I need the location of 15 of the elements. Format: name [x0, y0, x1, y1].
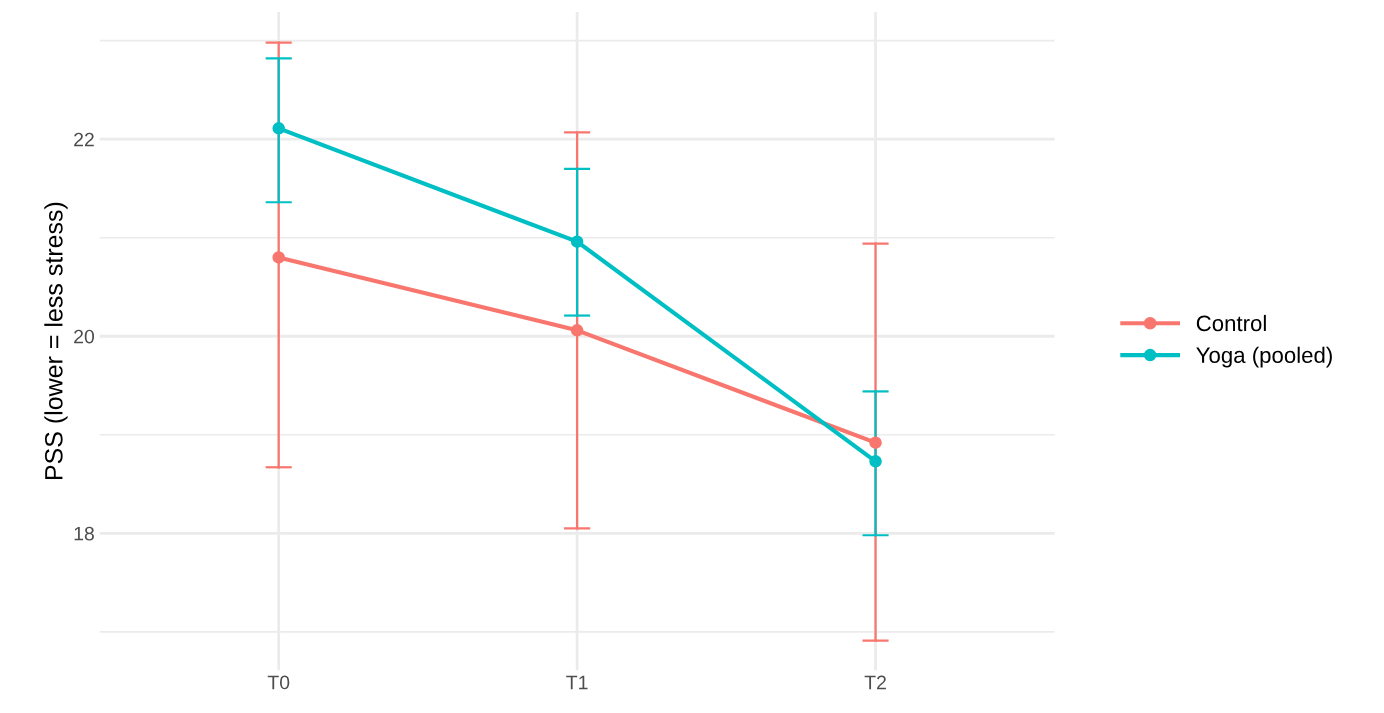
- legend-label: Yoga (pooled): [1196, 346, 1332, 368]
- point: [570, 235, 584, 248]
- y-tick-label: 20: [74, 329, 95, 344]
- y-tick-label: 22: [74, 132, 94, 147]
- point: [570, 324, 584, 337]
- legend-label: Control: [1196, 314, 1266, 332]
- x-tick-label: T0: [267, 675, 290, 690]
- point: [272, 122, 285, 135]
- x-tick-label: T1: [566, 675, 588, 690]
- x-tick-label: T2: [864, 675, 886, 690]
- point: [869, 455, 882, 468]
- point: [272, 251, 285, 264]
- y-tick-label: 18: [74, 526, 94, 541]
- y-axis-title: PSS (lower = less stress): [44, 202, 68, 480]
- point: [869, 436, 882, 449]
